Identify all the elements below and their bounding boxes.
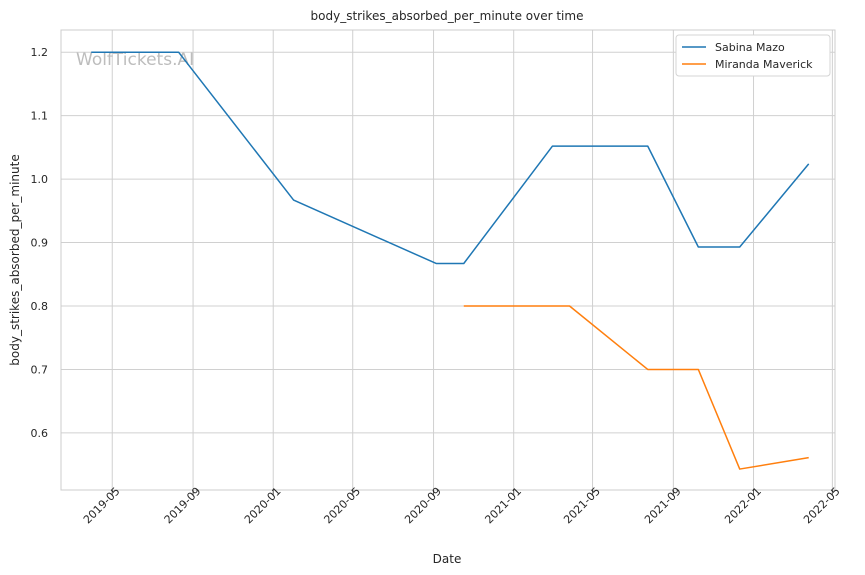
x-tick-label: 2022-05 [801, 485, 843, 527]
y-tick-label: 1.0 [31, 173, 49, 186]
y-tick-label: 1.1 [31, 110, 49, 123]
x-tick-label: 2019-05 [81, 485, 123, 527]
legend-label: Sabina Mazo [715, 41, 785, 54]
x-tick-label: 2020-05 [321, 485, 363, 527]
x-axis-title: Date [433, 552, 462, 566]
y-tick-label: 0.8 [31, 300, 49, 313]
watermark: WolfTickets.AI [76, 50, 194, 70]
y-tick-label: 0.9 [31, 237, 49, 250]
y-tick-label: 1.2 [31, 46, 49, 59]
x-tick-label: 2021-09 [642, 485, 684, 527]
chart-title: body_strikes_absorbed_per_minute over ti… [311, 9, 584, 23]
x-tick-label: 2019-09 [162, 485, 204, 527]
series-line [91, 51, 810, 265]
x-axis-ticks: 2019-05 2019-09 2020-01 2020-05 2020-09 2021-… [81, 485, 843, 527]
plot-area [60, 29, 836, 491]
legend: Sabina Mazo Miranda Maverick [675, 34, 831, 77]
legend-box [675, 34, 831, 77]
y-tick-label: 0.6 [31, 427, 49, 440]
x-gridlines [111, 30, 833, 490]
x-tick-label: 2021-05 [561, 485, 603, 527]
y-gridlines [61, 51, 835, 434]
y-tick-label: 0.7 [31, 363, 49, 376]
y-axis-title: body_strikes_absorbed_per_minute [8, 154, 22, 365]
legend-label: Miranda Maverick [715, 58, 813, 71]
x-tick-label: 2020-01 [242, 485, 284, 527]
series-layer [91, 51, 810, 470]
y-axis-ticks: 0.6 0.7 0.8 0.9 1.0 1.1 1.2 [31, 46, 49, 440]
x-tick-label: 2020-09 [402, 485, 444, 527]
series-line [463, 305, 809, 470]
x-tick-label: 2022-01 [722, 485, 764, 527]
x-tick-label: 2021-01 [482, 485, 524, 527]
